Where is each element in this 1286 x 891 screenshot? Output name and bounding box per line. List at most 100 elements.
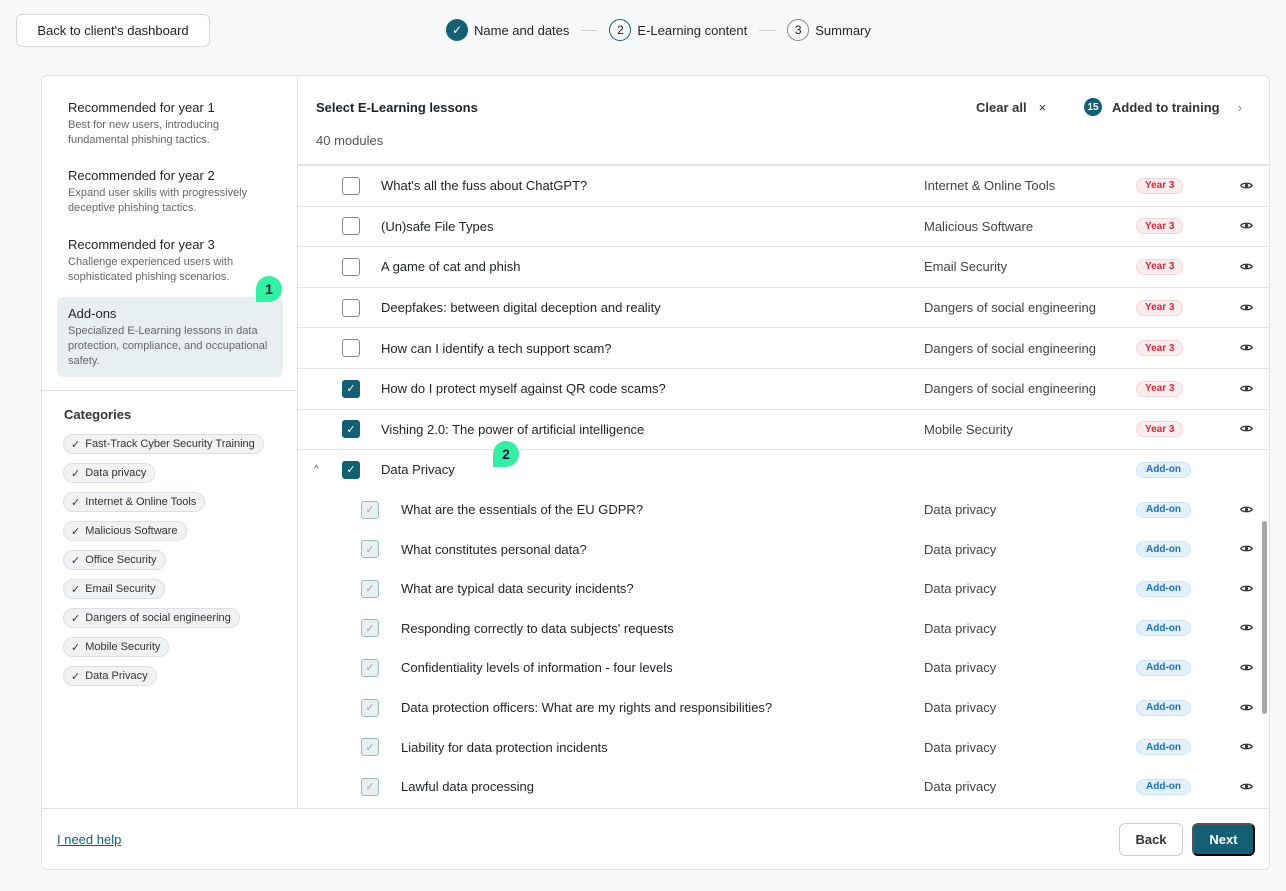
help-link[interactable]: I need help: [57, 832, 122, 847]
category-chips: ✓ Fast-Track Cyber Security Training ✓ Data…: [63, 434, 264, 695]
lesson-category: Dangers of social engineering: [924, 300, 1096, 316]
lesson-checkbox-disabled: ✓: [361, 540, 379, 559]
lesson-checkbox-disabled: ✓: [361, 777, 379, 796]
recommended-year-3[interactable]: Recommended for year 3 Challenge experien…: [68, 237, 268, 285]
eye-icon[interactable]: [1240, 219, 1253, 233]
added-label: Added to training: [1112, 99, 1220, 115]
eye-icon[interactable]: [1240, 260, 1253, 274]
rec-title: Recommended for year 2: [68, 168, 215, 183]
lesson-row: ✓ What constitutes personal data? Data pri…: [298, 529, 1269, 569]
step-3-number: 3: [787, 19, 810, 41]
close-icon: ×: [1038, 100, 1047, 115]
lesson-category: Data privacy: [924, 620, 997, 636]
step-2-number: 2: [609, 19, 632, 41]
lesson-checkbox-disabled: ✓: [361, 738, 379, 757]
check-icon: ✓: [71, 554, 81, 567]
category-chip[interactable]: ✓ Fast-Track Cyber Security Training: [63, 434, 264, 454]
eye-icon[interactable]: [1240, 503, 1253, 517]
check-icon: ✓: [71, 525, 81, 538]
lesson-row: What's all the fuss about ChatGPT? Intern…: [298, 166, 1269, 207]
lesson-title: Responding correctly to data subjects' r…: [401, 620, 674, 636]
addon-badge: Add-on: [1136, 501, 1191, 518]
year-badge: Year 3: [1136, 421, 1184, 438]
eye-icon[interactable]: [1240, 179, 1253, 193]
lesson-category: Data privacy: [924, 660, 997, 676]
eye-icon[interactable]: [1240, 661, 1253, 675]
lesson-checkbox-disabled: ✓: [361, 658, 379, 677]
recommended-year-1[interactable]: Recommended for year 1 Best for new users…: [68, 100, 268, 148]
lesson-title: What are typical data security incidents…: [401, 581, 634, 597]
group-title: Data Privacy: [381, 462, 455, 478]
lesson-title: Liability for data protection incidents: [401, 739, 608, 755]
eye-icon[interactable]: [1240, 341, 1253, 355]
chip-label: Email Security: [85, 583, 156, 595]
eye-icon[interactable]: [1240, 780, 1253, 794]
rec-desc: Challenge experienced users with sophist…: [68, 256, 234, 283]
scrollbar[interactable]: [1262, 521, 1267, 714]
lesson-checkbox[interactable]: [342, 176, 360, 195]
category-chip[interactable]: ✓ Data privacy: [63, 463, 156, 483]
rec-title: Recommended for year 3: [68, 237, 215, 252]
chevron-right-icon: ›: [1237, 99, 1242, 115]
check-icon: ✓: [71, 438, 81, 451]
rec-desc: Best for new users, introducing fundamen…: [68, 119, 220, 146]
sidebar: Recommended for year 1 Best for new users…: [42, 76, 298, 808]
lesson-row: ✓ Responding correctly to data subjects' …: [298, 609, 1269, 649]
category-chip[interactable]: ✓ Data Privacy: [63, 666, 157, 686]
recommended-year-2[interactable]: Recommended for year 2 Expand user skills…: [68, 168, 268, 216]
lesson-checkbox[interactable]: [342, 339, 360, 358]
step-divider: [759, 29, 776, 31]
lesson-checkbox-disabled: ✓: [361, 698, 379, 717]
chip-label: Internet & Online Tools: [85, 496, 197, 508]
group-checkbox[interactable]: ✓: [342, 460, 360, 479]
eye-icon[interactable]: [1240, 301, 1253, 315]
lesson-category: Data privacy: [924, 700, 997, 716]
step-1-label: Name and dates: [474, 22, 570, 38]
eye-icon[interactable]: [1240, 582, 1253, 596]
category-chip[interactable]: ✓ Email Security: [63, 579, 165, 599]
eye-icon[interactable]: [1240, 621, 1253, 635]
lesson-row: (Un)safe File Types Malicious Software Yea…: [298, 207, 1269, 248]
eye-icon[interactable]: [1240, 701, 1253, 715]
eye-icon[interactable]: [1240, 422, 1253, 436]
lesson-checkbox[interactable]: [342, 217, 360, 236]
category-chip[interactable]: ✓ Mobile Security: [63, 637, 170, 657]
chip-label: Mobile Security: [85, 641, 161, 653]
addon-badge: Add-on: [1136, 699, 1191, 716]
lesson-category: Internet & Online Tools: [924, 178, 1056, 194]
lesson-category: Data privacy: [924, 502, 997, 518]
added-count-badge: 15: [1084, 98, 1102, 116]
category-chip[interactable]: ✓ Internet & Online Tools: [63, 492, 206, 512]
chip-label: Data Privacy: [85, 670, 148, 682]
added-to-training-button[interactable]: 15 Added to training ›: [1084, 98, 1242, 116]
add-ons-item[interactable]: Add-ons Specialized E-Learning lessons in…: [57, 297, 283, 377]
lesson-checkbox[interactable]: ✓: [342, 379, 360, 398]
category-chip[interactable]: ✓ Malicious Software: [63, 521, 187, 541]
lesson-title: Deepfakes: between digital deception and…: [381, 300, 661, 316]
lesson-title: How can I identify a tech support scam?: [381, 340, 612, 356]
eye-icon[interactable]: [1240, 382, 1253, 396]
next-button[interactable]: Next: [1192, 823, 1255, 856]
lesson-checkbox[interactable]: [342, 298, 360, 317]
eye-icon[interactable]: [1240, 542, 1253, 556]
lesson-title: Data protection officers: What are my ri…: [401, 700, 773, 716]
lesson-checkbox-disabled: ✓: [361, 579, 379, 598]
lesson-checkbox[interactable]: ✓: [342, 420, 360, 439]
lesson-category: Email Security: [924, 259, 1008, 275]
back-button[interactable]: Back: [1119, 823, 1183, 856]
rec-desc: Expand user skills with progressively de…: [68, 187, 248, 214]
lesson-category: Dangers of social engineering: [924, 340, 1096, 356]
category-chip[interactable]: ✓ Office Security: [63, 550, 166, 570]
category-chip[interactable]: ✓ Dangers of social engineering: [63, 608, 240, 628]
clear-all-button[interactable]: Clear all ×: [976, 100, 1046, 115]
chevron-up-icon[interactable]: ^: [314, 464, 319, 476]
chip-label: Office Security: [85, 554, 157, 566]
lesson-checkbox[interactable]: [342, 257, 360, 276]
lesson-row: ✓ Data protection officers: What are my r…: [298, 688, 1269, 728]
addon-badge: Add-on: [1136, 461, 1191, 478]
lesson-category: Data privacy: [924, 779, 997, 795]
chip-label: Dangers of social engineering: [85, 612, 231, 624]
back-to-dashboard-button[interactable]: Back to client's dashboard: [16, 14, 210, 47]
eye-icon[interactable]: [1240, 740, 1253, 754]
check-icon: ✓: [71, 641, 81, 654]
